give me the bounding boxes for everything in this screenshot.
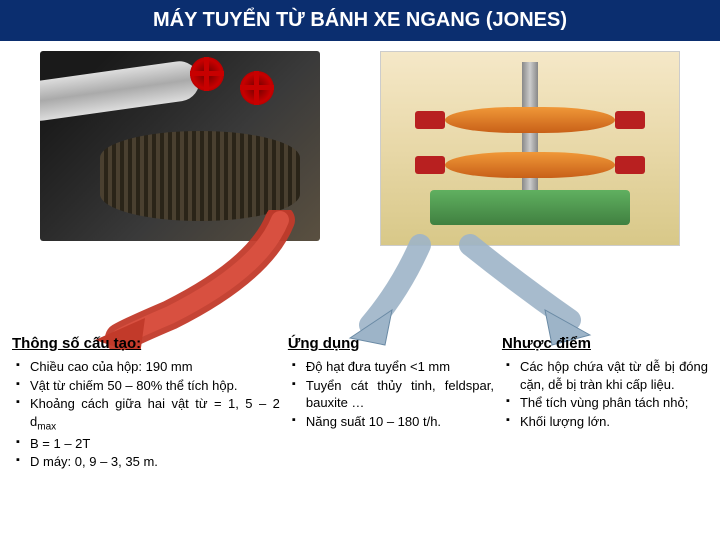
list-item: D máy: 0, 9 – 3, 35 m. (16, 453, 280, 471)
diagram-right (380, 51, 680, 246)
list-item: Tuyển cát thủy tinh, feldspar, bauxite … (292, 377, 494, 412)
list-item: Khoảng cách giữa hai vật từ = 1, 5 – 2 d… (16, 395, 280, 434)
machine-diagram (380, 51, 680, 246)
list-item: Các hộp chứa vật từ dễ bị đóng cặn, dễ b… (506, 358, 708, 393)
list-item: Chiều cao của hộp: 190 mm (16, 358, 280, 376)
list-item: Năng suất 10 – 180 t/h. (292, 413, 494, 431)
list-item: B = 1 – 2T (16, 435, 280, 453)
column-heading: Thông số cấu tạo: (12, 335, 280, 352)
specs-list: Chiều cao của hộp: 190 mm Vật từ chiếm 5… (12, 358, 280, 471)
image-row (0, 41, 720, 250)
slide-title: MÁY TUYỂN TỪ BÁNH XE NGANG (JONES) (0, 0, 720, 41)
column-specs: Thông số cấu tạo: Chiều cao của hộp: 190… (12, 335, 280, 472)
column-heading: Ứng dụng (288, 335, 494, 352)
valve-icon (190, 57, 224, 91)
rotor-icon (445, 152, 615, 178)
list-item: Độ hạt đưa tuyển <1 mm (292, 358, 494, 376)
column-heading: Nhược điểm (502, 335, 708, 352)
tray-icon (430, 190, 630, 225)
list-item: Vật từ chiếm 50 – 80% thể tích hộp. (16, 377, 280, 395)
rotor-icon (445, 107, 615, 133)
machine-photo (40, 51, 320, 241)
list-item: Thể tích vùng phân tách nhỏ; (506, 394, 708, 412)
applications-list: Độ hạt đưa tuyển <1 mm Tuyển cát thủy ti… (288, 358, 494, 430)
content-columns: Thông số cấu tạo: Chiều cao của hộp: 190… (0, 335, 720, 472)
list-item: Khối lượng lớn. (506, 413, 708, 431)
column-disadvantages: Nhược điểm Các hộp chứa vật từ dễ bị đón… (502, 335, 708, 472)
column-applications: Ứng dụng Độ hạt đưa tuyển <1 mm Tuyển cá… (288, 335, 494, 472)
valve-icon (240, 71, 274, 105)
photo-left (40, 51, 320, 246)
disadvantages-list: Các hộp chứa vật từ dễ bị đóng cặn, dễ b… (502, 358, 708, 430)
